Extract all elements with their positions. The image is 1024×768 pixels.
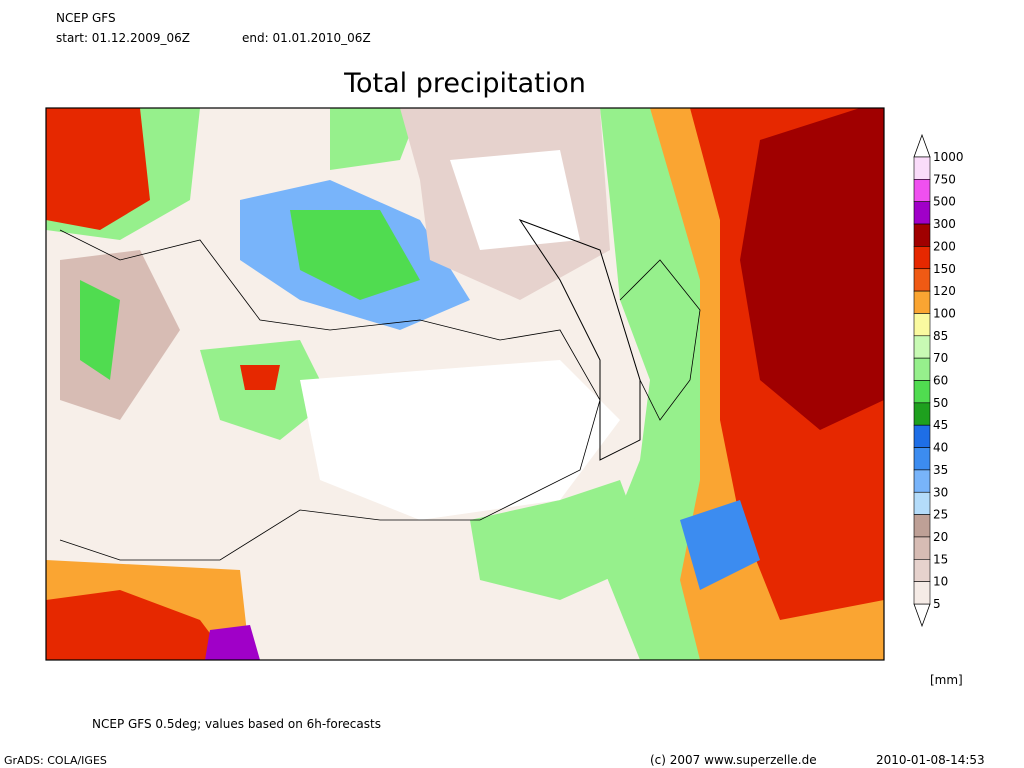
colorbar-label: 35: [933, 463, 948, 477]
colorbar-label: 40: [933, 441, 948, 455]
colorbar-box: [913, 424, 931, 448]
map-frame: [45, 107, 885, 661]
unit: [mm]: [930, 673, 963, 687]
colorbar-box: [913, 268, 931, 292]
colorbar-box: [913, 290, 931, 314]
colorbar-box: [913, 514, 931, 538]
colorbar-label: 25: [933, 508, 948, 522]
colorbar-box: [913, 581, 931, 605]
colorbar-box: [913, 357, 931, 381]
copyright: (c) 2007 www.superzelle.de: [650, 753, 817, 767]
note: NCEP GFS 0.5deg; values based on 6h-fore…: [92, 717, 381, 731]
colorbar-label: 15: [933, 552, 948, 566]
colorbar-bottom-arrow: [913, 603, 931, 628]
colorbar-label: 200: [933, 239, 956, 253]
start-time: start: 01.12.2009_06Z: [56, 31, 190, 45]
colorbar-label: 50: [933, 396, 948, 410]
colorbar-top-arrow: [913, 133, 931, 158]
model: NCEP GFS: [56, 11, 116, 25]
colorbar-label: 10: [933, 575, 948, 589]
colorbar-box: [913, 156, 931, 180]
colorbar-box: [913, 536, 931, 560]
colorbar-label: 500: [933, 195, 956, 209]
colorbar-label: 85: [933, 329, 948, 343]
colorbar-box: [913, 447, 931, 471]
colorbar-label: 150: [933, 262, 956, 276]
colorbar-box: [913, 179, 931, 203]
colorbar-box: [913, 380, 931, 404]
colorbar-box: [913, 223, 931, 247]
colorbar-box: [913, 558, 931, 582]
colorbar-box: [913, 313, 931, 337]
colorbar-label: 60: [933, 374, 948, 388]
colorbar-label: 750: [933, 172, 956, 186]
colorbar-label: 1000: [933, 150, 964, 164]
map: [46, 108, 884, 660]
colorbar-label: 20: [933, 530, 948, 544]
timestamp: 2010-01-08-14:53: [876, 753, 985, 767]
colorbar-label: 30: [933, 485, 948, 499]
colorbar-label: 45: [933, 418, 948, 432]
software: GrADS: COLA/IGES: [4, 754, 107, 767]
map-title: Total precipitation: [343, 68, 586, 99]
colorbar-box: [913, 402, 931, 426]
colorbar-box: [913, 491, 931, 515]
colorbar-label: 300: [933, 217, 956, 231]
colorbar-box: [913, 246, 931, 270]
colorbar-label: 5: [933, 597, 941, 611]
colorbar: 1000 750 500 300 200 150 120 100 85 70 60 50 45 40 35 3…: [913, 133, 964, 628]
end-time: end: 01.01.2010_06Z: [242, 31, 371, 45]
colorbar-label: 70: [933, 351, 948, 365]
colorbar-label: 100: [933, 306, 956, 320]
colorbar-box: [913, 335, 931, 359]
colorbar-box: [913, 201, 931, 225]
colorbar-box: [913, 469, 931, 493]
colorbar-label: 120: [933, 284, 956, 298]
